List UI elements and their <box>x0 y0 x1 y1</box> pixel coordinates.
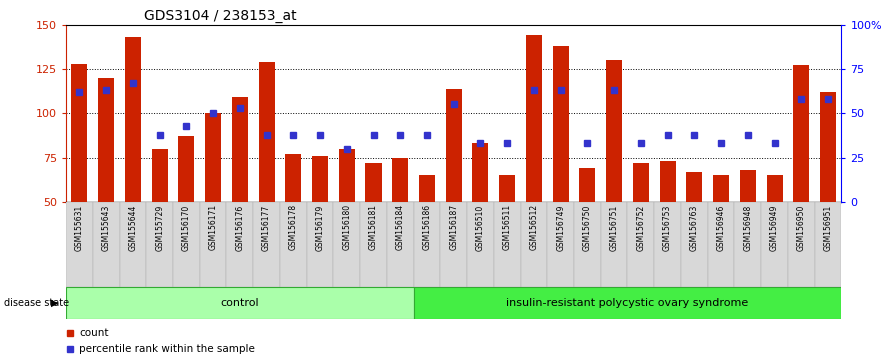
Bar <box>419 175 435 202</box>
Bar <box>280 202 307 287</box>
Bar <box>440 202 467 287</box>
Bar <box>392 158 408 202</box>
Bar <box>125 37 141 202</box>
Text: GSM156511: GSM156511 <box>503 204 512 250</box>
Bar <box>93 202 120 287</box>
Text: GSM156946: GSM156946 <box>716 204 726 251</box>
Text: GSM156948: GSM156948 <box>744 204 752 251</box>
Bar <box>253 202 280 287</box>
Text: count: count <box>79 328 108 338</box>
Bar <box>655 202 681 287</box>
Text: GSM155631: GSM155631 <box>75 204 84 251</box>
Text: GSM156186: GSM156186 <box>423 204 432 250</box>
Bar <box>472 143 488 202</box>
Text: GSM156951: GSM156951 <box>824 204 833 251</box>
Text: GSM156949: GSM156949 <box>770 204 779 251</box>
Bar <box>98 78 115 202</box>
Text: GSM156177: GSM156177 <box>262 204 271 251</box>
Text: GSM156180: GSM156180 <box>343 204 352 250</box>
Bar <box>66 287 413 319</box>
Bar <box>258 62 275 202</box>
Text: GSM156170: GSM156170 <box>181 204 191 251</box>
Bar <box>735 202 761 287</box>
Bar <box>200 202 226 287</box>
Text: GSM156171: GSM156171 <box>209 204 218 250</box>
Bar <box>120 202 146 287</box>
Bar <box>815 202 841 287</box>
Bar <box>494 202 521 287</box>
Bar <box>413 202 440 287</box>
Text: GSM155643: GSM155643 <box>101 204 111 251</box>
Bar <box>707 202 735 287</box>
Text: GSM155729: GSM155729 <box>155 204 164 251</box>
Bar <box>232 97 248 202</box>
Bar <box>580 168 596 202</box>
Bar <box>521 202 547 287</box>
Text: GSM156753: GSM156753 <box>663 204 672 251</box>
Bar <box>660 161 676 202</box>
Text: GSM156184: GSM156184 <box>396 204 404 250</box>
Bar <box>333 202 360 287</box>
Bar <box>226 202 253 287</box>
Text: GSM156181: GSM156181 <box>369 204 378 250</box>
Bar <box>500 175 515 202</box>
Text: GSM156512: GSM156512 <box>529 204 538 250</box>
Text: GDS3104 / 238153_at: GDS3104 / 238153_at <box>144 9 297 23</box>
Text: percentile rank within the sample: percentile rank within the sample <box>79 344 255 354</box>
Bar <box>788 202 815 287</box>
Bar <box>574 202 601 287</box>
Bar <box>312 156 328 202</box>
Bar <box>66 202 93 287</box>
Bar <box>547 202 574 287</box>
Text: disease state: disease state <box>4 298 70 308</box>
Bar <box>146 202 173 287</box>
Bar <box>766 175 782 202</box>
Bar <box>627 202 655 287</box>
Bar <box>552 46 568 202</box>
Text: GSM156751: GSM156751 <box>610 204 618 251</box>
Bar <box>601 202 627 287</box>
Bar <box>360 202 387 287</box>
Bar <box>178 136 195 202</box>
Bar <box>526 35 542 202</box>
Text: GSM156187: GSM156187 <box>449 204 458 250</box>
Bar <box>307 202 333 287</box>
Text: GSM156763: GSM156763 <box>690 204 699 251</box>
Text: ▶: ▶ <box>51 298 59 308</box>
Bar <box>413 287 841 319</box>
Text: GSM156752: GSM156752 <box>636 204 646 251</box>
Bar <box>387 202 413 287</box>
Bar <box>366 163 381 202</box>
Bar <box>761 202 788 287</box>
Text: GSM156178: GSM156178 <box>289 204 298 250</box>
Text: GSM156176: GSM156176 <box>235 204 244 251</box>
Text: GSM156179: GSM156179 <box>315 204 324 251</box>
Bar <box>467 202 494 287</box>
Text: control: control <box>220 298 259 308</box>
Text: GSM156749: GSM156749 <box>556 204 565 251</box>
Bar <box>205 113 221 202</box>
Bar <box>339 149 355 202</box>
Bar <box>285 154 301 202</box>
Bar <box>173 202 200 287</box>
Text: GSM155644: GSM155644 <box>129 204 137 251</box>
Bar <box>633 163 649 202</box>
Text: GSM156510: GSM156510 <box>476 204 485 251</box>
Bar <box>152 149 167 202</box>
Text: GSM156750: GSM156750 <box>583 204 592 251</box>
Bar <box>740 170 756 202</box>
Bar <box>71 64 87 202</box>
Bar <box>606 60 622 202</box>
Bar <box>793 65 810 202</box>
Bar <box>820 92 836 202</box>
Bar <box>713 175 729 202</box>
Text: insulin-resistant polycystic ovary syndrome: insulin-resistant polycystic ovary syndr… <box>507 298 749 308</box>
Bar <box>686 172 702 202</box>
Bar <box>681 202 707 287</box>
Bar <box>446 88 462 202</box>
Text: GSM156950: GSM156950 <box>796 204 806 251</box>
